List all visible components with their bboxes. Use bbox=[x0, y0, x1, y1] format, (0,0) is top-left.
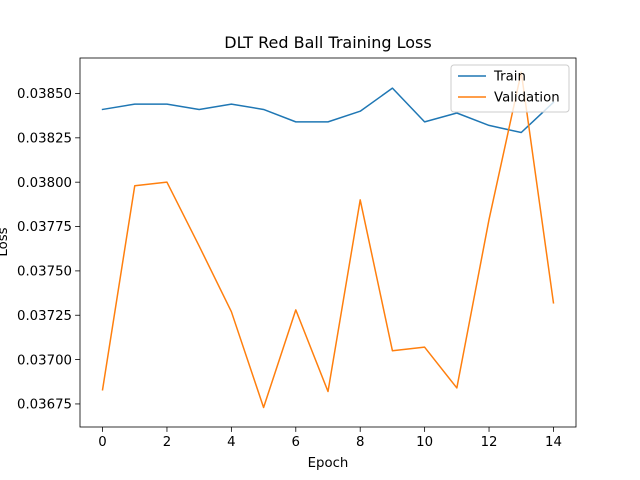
y-axis-label: Loss bbox=[0, 227, 11, 256]
x-axis-ticks: 0 2 4 6 8 10 12 14 bbox=[98, 427, 562, 450]
series-layer bbox=[101, 71, 555, 409]
x-tick-label: 2 bbox=[163, 435, 171, 450]
y-tick-label: 0.03825 bbox=[17, 132, 72, 147]
y-tick-label: 0.03850 bbox=[17, 87, 72, 102]
y-tick-label: 0.03700 bbox=[17, 353, 72, 368]
y-tick-label: 0.03725 bbox=[17, 309, 72, 324]
x-tick-label: 8 bbox=[356, 435, 364, 450]
chart-title: DLT Red Ball Training Loss bbox=[224, 33, 431, 52]
x-tick-label: 10 bbox=[416, 435, 433, 450]
y-tick-label: 0.03750 bbox=[17, 265, 72, 280]
x-axis-label: Epoch bbox=[308, 456, 349, 471]
x-tick-label: 4 bbox=[227, 435, 235, 450]
x-tick-label: 6 bbox=[292, 435, 300, 450]
y-tick-label: 0.03675 bbox=[17, 398, 72, 413]
legend: Train Validation bbox=[450, 64, 570, 113]
legend-label-train: Train bbox=[493, 70, 526, 85]
legend-label-validation: Validation bbox=[494, 91, 560, 106]
x-tick-label: 14 bbox=[545, 435, 562, 450]
plot-area-background bbox=[80, 58, 576, 427]
y-tick-label: 0.03775 bbox=[17, 220, 72, 235]
plot-frame bbox=[79, 57, 577, 428]
x-tick-label: 0 bbox=[98, 435, 106, 450]
y-tick-label: 0.03800 bbox=[17, 176, 72, 191]
y-axis-ticks: 0.03675 0.03700 0.03725 0.03750 0.03775 0.038… bbox=[17, 87, 80, 413]
x-tick-label: 12 bbox=[481, 435, 498, 450]
